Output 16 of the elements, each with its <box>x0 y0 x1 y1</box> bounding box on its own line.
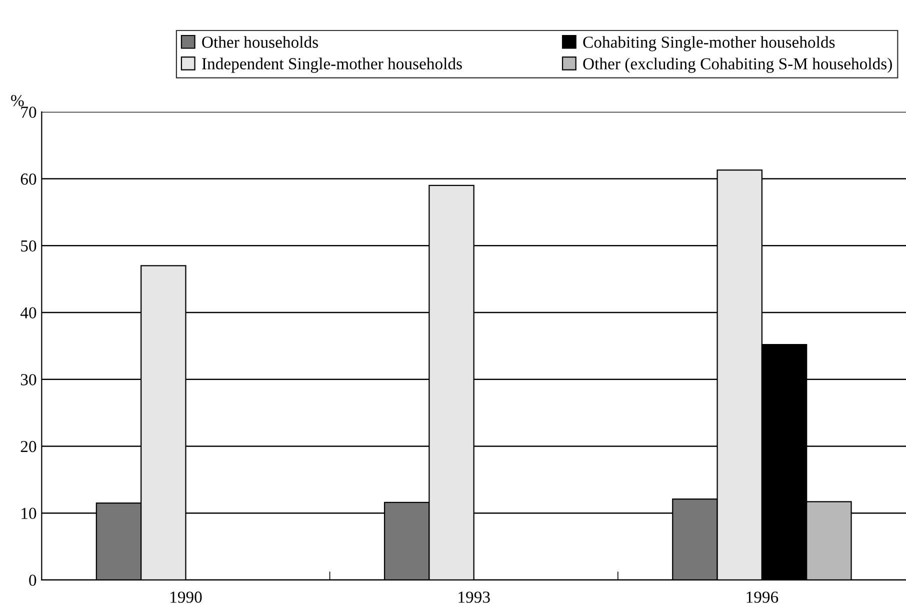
y-tick-label: 0 <box>29 574 36 586</box>
y-tick-label: 40 <box>20 307 36 318</box>
x-tick-label: 1990 <box>170 592 202 603</box>
x-tick-label: 1993 <box>458 592 490 603</box>
legend-label: Independent Single-mother households <box>202 58 462 73</box>
y-tick-label: 60 <box>20 173 36 185</box>
y-tick-label: 70 <box>21 106 36 118</box>
legend-label: Other (excluding Cohabiting S-M households) <box>583 58 892 73</box>
legend-label: Other households <box>202 36 318 48</box>
y-tick-label: 10 <box>22 508 36 520</box>
y-tick-label: 50 <box>21 240 36 252</box>
y-tick-label: 30 <box>20 374 36 386</box>
y-axis-title: % <box>11 94 24 106</box>
y-tick-label: 20 <box>20 440 36 452</box>
x-tick-label: 1996 <box>746 592 778 603</box>
legend-label: Cohabiting Single-mother households <box>583 36 835 52</box>
